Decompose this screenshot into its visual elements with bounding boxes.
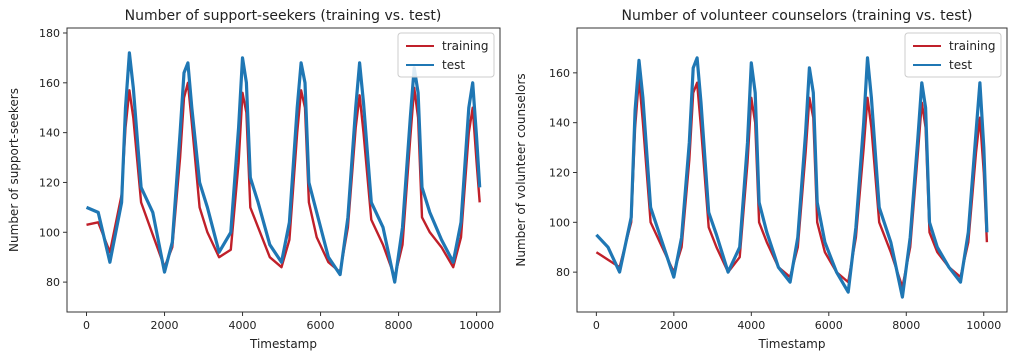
y-tick-label: 120 (549, 166, 570, 179)
legend-label-training: training (442, 39, 489, 53)
y-tick-label: 80 (556, 266, 570, 279)
y-tick-label: 160 (549, 67, 570, 80)
y-tick-label: 160 (39, 77, 60, 90)
x-tick-label: 2000 (151, 319, 179, 332)
y-tick-label: 140 (39, 127, 60, 140)
x-axis-label: Timestamp (249, 337, 317, 351)
chart-support-seekers: Number of support-seekers (training vs. … (7, 8, 501, 351)
x-tick-label: 8000 (385, 319, 413, 332)
plot-frame (576, 27, 1008, 313)
legend-label-test: test (949, 58, 972, 72)
y-axis-label: Number of support-seekers (7, 88, 21, 252)
chart-title: Number of support-seekers (training vs. … (125, 8, 442, 24)
x-tick-label: 0 (83, 319, 90, 332)
x-tick-label: 4000 (229, 319, 257, 332)
legend: training test (904, 32, 1002, 78)
x-tick-label: 6000 (307, 319, 335, 332)
y-tick-label: 140 (549, 117, 570, 130)
y-tick-label: 80 (46, 276, 60, 289)
chart-title: Number of volunteer counselors (training… (622, 8, 973, 24)
x-tick-label: 6000 (815, 319, 843, 332)
plot-area (85, 51, 482, 284)
x-tick-label: 4000 (737, 319, 765, 332)
series-line-test (85, 51, 482, 284)
plot-area (595, 56, 989, 299)
x-tick-label: 2000 (660, 319, 688, 332)
y-tick-label: 100 (549, 216, 570, 229)
legend: training test (397, 32, 495, 78)
x-tick-label: 0 (593, 319, 600, 332)
series-line-test (595, 56, 989, 299)
chart-volunteer-counselors: Number of volunteer counselors (training… (514, 8, 1008, 351)
y-tick-label: 120 (39, 176, 60, 189)
y-axis-label: Number of volunteer counselors (514, 73, 528, 266)
legend-label-test: test (442, 58, 465, 72)
x-tick-label: 8000 (892, 319, 920, 332)
x-tick-label: 10000 (459, 319, 494, 332)
y-tick-label: 180 (39, 27, 60, 40)
x-tick-label: 10000 (966, 319, 1001, 332)
x-axis-label: Timestamp (758, 337, 826, 351)
y-tick-label: 100 (39, 226, 60, 239)
plot-frame (66, 27, 501, 313)
legend-label-training: training (949, 39, 996, 53)
